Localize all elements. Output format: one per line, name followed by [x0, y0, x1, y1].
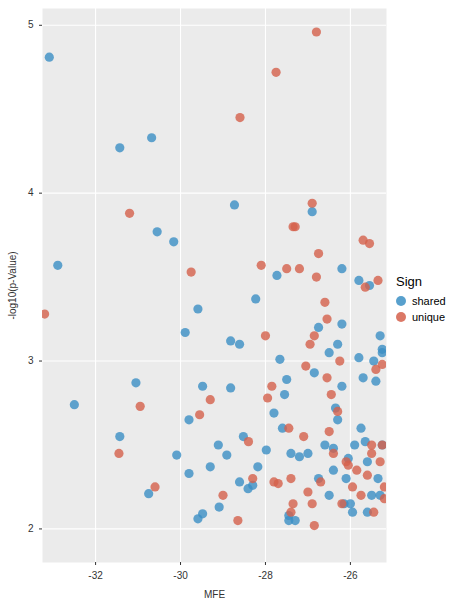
html-text:Sign: Sign — [396, 273, 422, 289]
html-text:unique: unique — [412, 310, 445, 323]
svg-text:-log10(p-Value): -log10(p-Value) — [7, 251, 18, 319]
svg-text:-26: -26 — [343, 570, 358, 581]
svg-text:3: 3 — [28, 355, 34, 366]
svg-text:5: 5 — [28, 19, 34, 30]
svg-text:-28: -28 — [258, 570, 273, 581]
svg-text:2: 2 — [28, 523, 34, 534]
html-text:shared: shared — [412, 294, 446, 307]
svg-text:-30: -30 — [173, 570, 188, 581]
svg-text:-32: -32 — [88, 570, 103, 581]
svg-text:4: 4 — [28, 187, 34, 198]
svg-text:MFE: MFE — [204, 589, 225, 600]
